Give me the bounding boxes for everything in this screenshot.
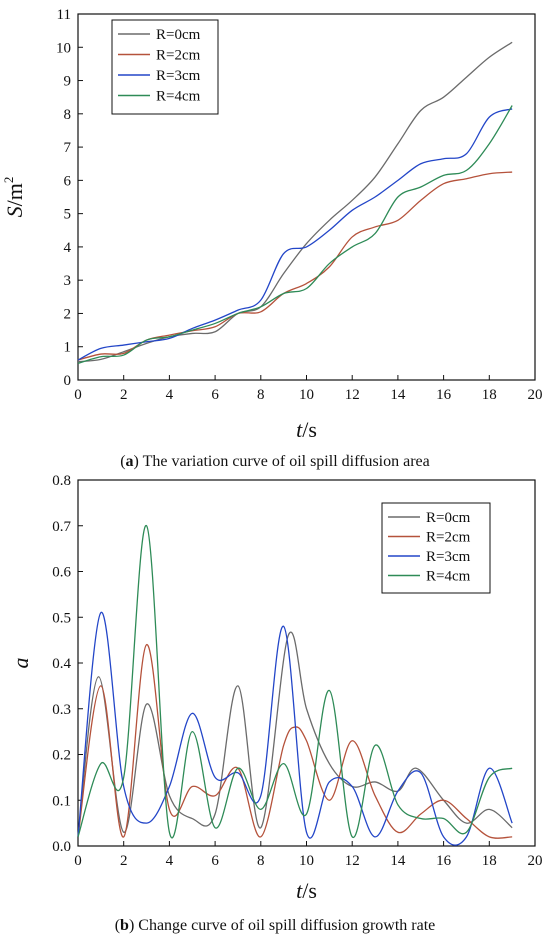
series-line-r0cm [77,41,513,363]
x-axis-title: t/s [296,878,317,903]
x-tick-label: 8 [257,387,265,403]
series-line-r2cm [77,644,513,839]
x-tick-label: 20 [528,853,543,869]
x-tick-label: 14 [390,853,406,869]
figure-caption: (a) The variation curve of oil spill dif… [120,453,430,470]
x-tick-label: 12 [345,853,360,869]
x-tick-label: 0 [74,853,82,869]
y-tick-label: 5 [64,207,72,223]
y-tick-label: 0 [64,373,72,389]
y-axis-title: S/m2 [1,177,27,218]
x-tick-label: 8 [257,853,265,869]
series-line-r4cm [77,105,513,364]
legend-label: R=4cm [426,569,471,585]
x-tick-label: 14 [390,387,406,403]
legend-box [381,502,491,594]
series-line-r0cm [77,631,513,837]
x-tick-label: 20 [528,387,543,403]
y-tick-label: 0.1 [52,793,71,809]
x-tick-label: 18 [482,387,497,403]
legend-label: R=0cm [426,510,471,526]
x-tick-label: 0 [74,387,82,403]
y-tick-label: 0.7 [52,519,71,535]
legend-label: R=3cm [156,68,201,84]
y-tick-label: 0.4 [52,656,71,672]
series-line-r2cm [77,171,513,361]
y-tick-label: 2 [64,306,72,322]
x-tick-label: 12 [345,387,360,403]
legend: R=0cm R=2cm R=3cm R=4cm [381,502,491,594]
x-tick-label: 6 [211,853,219,869]
series-line-r3cm [77,108,513,361]
x-tick-label: 2 [120,387,128,403]
legend-box [111,19,219,115]
legend-label: R=3cm [426,549,471,565]
y-tick-label: 8 [64,107,72,123]
series-line-r3cm [77,611,513,846]
y-tick-label: 4 [64,240,72,256]
y-tick-label: 7 [64,140,72,156]
legend-label: R=4cm [156,89,201,105]
y-tick-label: 0.3 [52,702,71,718]
y-tick-label: 11 [57,7,71,23]
x-tick-label: 6 [211,387,219,403]
y-tick-label: 9 [64,74,72,90]
chart-panel-b: 0 2 4 6 8 10 12 14 16 18 20 0.0 0.1 0.2 0.3 0.4 0.5 0.6 0.… [8,473,543,934]
legend-label: R=2cm [426,530,471,546]
y-tick-label: 0.6 [52,565,71,581]
y-tick-label: 0.5 [52,610,71,626]
x-tick-label: 10 [299,387,314,403]
y-tick-label: 0.8 [52,473,71,489]
x-axis-title: t/s [296,417,317,442]
x-tick-label: 16 [436,387,452,403]
x-tick-label: 4 [166,387,174,403]
y-axis-title: a [8,658,33,669]
x-tick-label: 18 [482,853,497,869]
y-tick-label: 1 [64,340,72,356]
legend-label: R=0cm [156,27,201,43]
x-tick-label: 10 [299,853,314,869]
chart-panel-a: 0 2 4 6 8 10 12 14 16 18 2001234567891011R=0cmR=2c… [1,7,543,470]
x-tick-label: 16 [436,853,452,869]
y-tick-label: 0.2 [52,748,71,764]
legend-label: R=2cm [156,48,201,64]
y-tick-label: 3 [64,273,72,289]
legend: R=0cm R=2cm R=3cm R=4cm [111,19,219,115]
figure-caption: (b) Change curve of oil spill diffusion … [115,917,436,934]
y-tick-label: 0.0 [52,839,71,855]
y-tick-label: 6 [64,173,72,189]
series-line-r4cm [77,525,513,839]
x-tick-label: 4 [166,853,174,869]
x-tick-label: 2 [120,853,128,869]
y-tick-label: 10 [56,40,71,56]
